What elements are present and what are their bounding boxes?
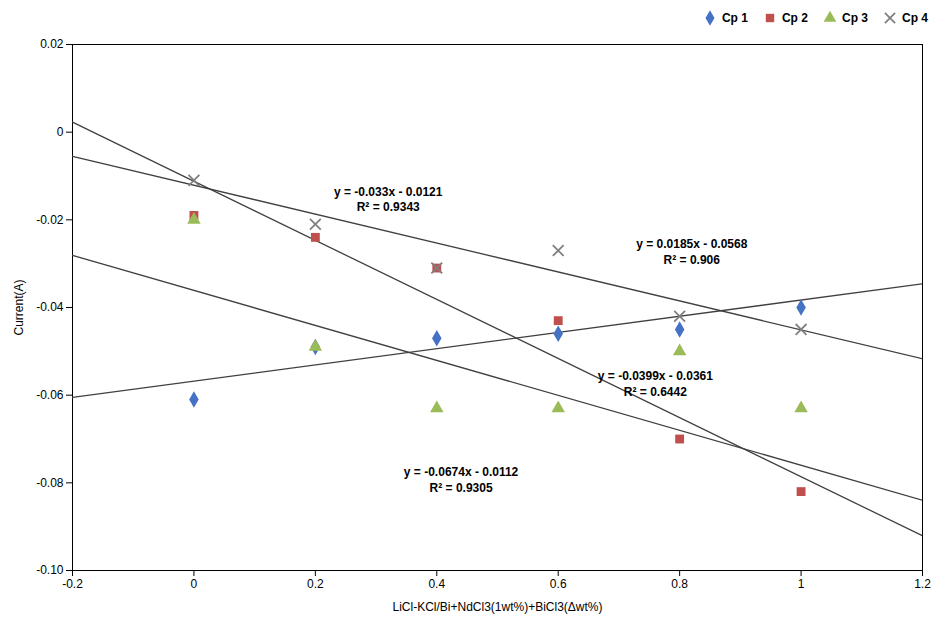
html-text:Cp 3: Cp 3 [842, 11, 868, 25]
svg-text:-0.02: -0.02 [36, 213, 64, 227]
svg-text:0.4: 0.4 [428, 577, 445, 591]
svg-text:0.2: 0.2 [307, 577, 324, 591]
html-text:Cp 1: Cp 1 [721, 11, 748, 25]
svg-text:-0.2: -0.2 [62, 577, 83, 591]
svg-text:Current(A): Current(A) [12, 279, 26, 335]
svg-text:0: 0 [57, 125, 64, 139]
svg-text:-0.04: -0.04 [36, 300, 64, 314]
svg-text:1.2: 1.2 [914, 577, 931, 591]
svg-text:y = -0.0674x - 0.0112R² = 0.93: y = -0.0674x - 0.0112R² = 0.9305 [404, 465, 519, 495]
html-text:Cp 2: Cp 2 [782, 11, 808, 25]
svg-text:1: 1 [798, 577, 805, 591]
svg-text:-0.10: -0.10 [36, 563, 64, 577]
svg-text:y = -0.0399x - 0.0361R² = 0.64: y = -0.0399x - 0.0361R² = 0.6442 [598, 369, 713, 399]
svg-text:y = 0.0185x - 0.0568R² = 0.906: y = 0.0185x - 0.0568R² = 0.906 [636, 237, 747, 267]
svg-text:0.02: 0.02 [40, 37, 64, 51]
html-text:Cp 4: Cp 4 [902, 11, 928, 25]
svg-text:0.8: 0.8 [671, 577, 688, 591]
svg-text:LiCl-KCl/Bi+NdCl3(1wt%)+BiCl3(: LiCl-KCl/Bi+NdCl3(1wt%)+BiCl3(Δwt%) [392, 600, 602, 614]
svg-text:-0.06: -0.06 [36, 388, 64, 402]
svg-text:-0.08: -0.08 [36, 476, 64, 490]
svg-text:y = -0.033x - 0.0121R² = 0.934: y = -0.033x - 0.0121R² = 0.9343 [334, 185, 443, 215]
svg-text:0: 0 [191, 577, 198, 591]
svg-text:0.6: 0.6 [550, 577, 567, 591]
